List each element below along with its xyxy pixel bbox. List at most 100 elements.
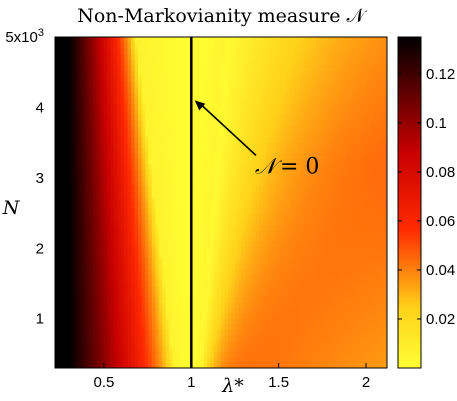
heatmap-cell bbox=[259, 130, 264, 137]
heatmap-cell bbox=[234, 64, 239, 71]
heatmap-cell bbox=[317, 219, 322, 226]
heatmap-cell bbox=[110, 92, 115, 99]
heatmap-cell bbox=[186, 340, 191, 347]
heatmap-cell bbox=[186, 103, 191, 110]
heatmap-cell bbox=[310, 235, 315, 242]
heatmap-cell bbox=[186, 42, 191, 49]
heatmap-cell bbox=[172, 312, 177, 319]
heatmap-cell bbox=[79, 141, 84, 148]
heatmap-cell bbox=[99, 230, 105, 237]
heatmap-cell bbox=[335, 230, 340, 237]
heatmap-cell bbox=[182, 340, 188, 347]
heatmap-cell bbox=[200, 64, 205, 71]
heatmap-cell bbox=[231, 180, 236, 187]
heatmap-cell bbox=[155, 185, 160, 193]
heatmap-cell bbox=[279, 163, 284, 170]
heatmap-cell bbox=[217, 114, 222, 121]
heatmap-cell bbox=[207, 334, 212, 342]
heatmap-cell bbox=[103, 279, 108, 286]
heatmap-cell bbox=[293, 340, 298, 347]
heatmap-cell bbox=[321, 75, 326, 82]
heatmap-cell bbox=[65, 323, 70, 330]
heatmap-cell bbox=[200, 70, 205, 77]
heatmap-cell bbox=[93, 274, 98, 281]
heatmap-cell bbox=[182, 252, 188, 259]
heatmap-cell bbox=[162, 274, 167, 281]
heatmap-cell bbox=[79, 114, 84, 121]
heatmap-cell bbox=[321, 301, 326, 308]
heatmap-cell bbox=[182, 141, 188, 148]
heatmap-cell bbox=[324, 180, 329, 187]
heatmap-cell bbox=[300, 92, 305, 99]
heatmap-cell bbox=[331, 301, 336, 308]
heatmap-cell bbox=[58, 213, 63, 220]
heatmap-cell bbox=[169, 42, 174, 49]
heatmap-cell bbox=[321, 219, 326, 226]
heatmap-cell bbox=[162, 37, 167, 44]
heatmap-cell bbox=[214, 97, 219, 104]
heatmap-cell bbox=[172, 296, 177, 303]
heatmap-cell bbox=[279, 351, 284, 358]
heatmap-cell bbox=[61, 42, 66, 49]
heatmap-cell bbox=[124, 241, 129, 248]
heatmap-cell bbox=[193, 329, 198, 336]
heatmap-cell bbox=[203, 224, 208, 231]
heatmap-cell bbox=[272, 285, 277, 292]
heatmap-cell bbox=[193, 86, 198, 93]
heatmap-cell bbox=[224, 152, 229, 159]
heatmap-cell bbox=[245, 180, 250, 187]
heatmap-cell bbox=[207, 42, 212, 49]
heatmap-cell bbox=[141, 152, 146, 159]
heatmap-cell bbox=[221, 163, 226, 170]
heatmap-cell bbox=[234, 114, 239, 121]
heatmap-cell bbox=[65, 53, 70, 60]
heatmap-cell bbox=[234, 263, 239, 270]
heatmap-cell bbox=[68, 290, 73, 297]
heatmap-cell bbox=[217, 285, 222, 292]
heatmap-cell bbox=[144, 158, 149, 165]
heatmap-cell bbox=[234, 268, 239, 275]
heatmap-cell bbox=[148, 334, 153, 342]
heatmap-cell bbox=[321, 208, 326, 215]
heatmap-cell bbox=[151, 329, 156, 336]
heatmap-cell bbox=[196, 136, 201, 143]
heatmap-cell bbox=[231, 202, 236, 209]
heatmap-cell bbox=[269, 86, 274, 93]
heatmap-cell bbox=[110, 356, 115, 364]
heatmap-cell bbox=[338, 180, 343, 187]
heatmap-cell bbox=[61, 119, 66, 126]
heatmap-cell bbox=[314, 279, 319, 286]
heatmap-cell bbox=[68, 340, 73, 347]
heatmap-cell bbox=[127, 75, 132, 82]
heatmap-cell bbox=[61, 323, 66, 330]
heatmap-cell bbox=[117, 219, 122, 226]
heatmap-cell bbox=[93, 141, 98, 148]
heatmap-cell bbox=[297, 345, 302, 353]
heatmap-cell bbox=[82, 81, 87, 88]
heatmap-cell bbox=[138, 307, 143, 314]
heatmap-cell bbox=[172, 125, 177, 132]
heatmap-cell bbox=[207, 75, 212, 82]
heatmap-cell bbox=[314, 285, 319, 292]
heatmap-cell bbox=[106, 158, 111, 165]
heatmap-cell bbox=[131, 169, 136, 176]
heatmap-cell bbox=[144, 70, 149, 77]
heatmap-cell bbox=[124, 213, 129, 220]
heatmap-cell bbox=[86, 362, 91, 368]
heatmap-cell bbox=[324, 174, 329, 182]
heatmap-cell bbox=[79, 312, 84, 319]
heatmap-cell bbox=[200, 147, 205, 154]
heatmap-cell bbox=[210, 301, 215, 308]
heatmap-cell bbox=[255, 119, 260, 126]
heatmap-cell bbox=[338, 114, 343, 121]
heatmap-cell bbox=[300, 42, 305, 49]
heatmap-cell bbox=[207, 213, 212, 220]
heatmap-cell bbox=[324, 64, 329, 71]
heatmap-cell bbox=[172, 70, 177, 77]
heatmap-cell bbox=[203, 219, 208, 226]
heatmap-cell bbox=[131, 64, 136, 71]
heatmap-cell bbox=[286, 147, 291, 154]
heatmap-cell bbox=[117, 241, 122, 248]
heatmap-cell bbox=[248, 323, 253, 330]
heatmap-cell bbox=[103, 219, 108, 226]
